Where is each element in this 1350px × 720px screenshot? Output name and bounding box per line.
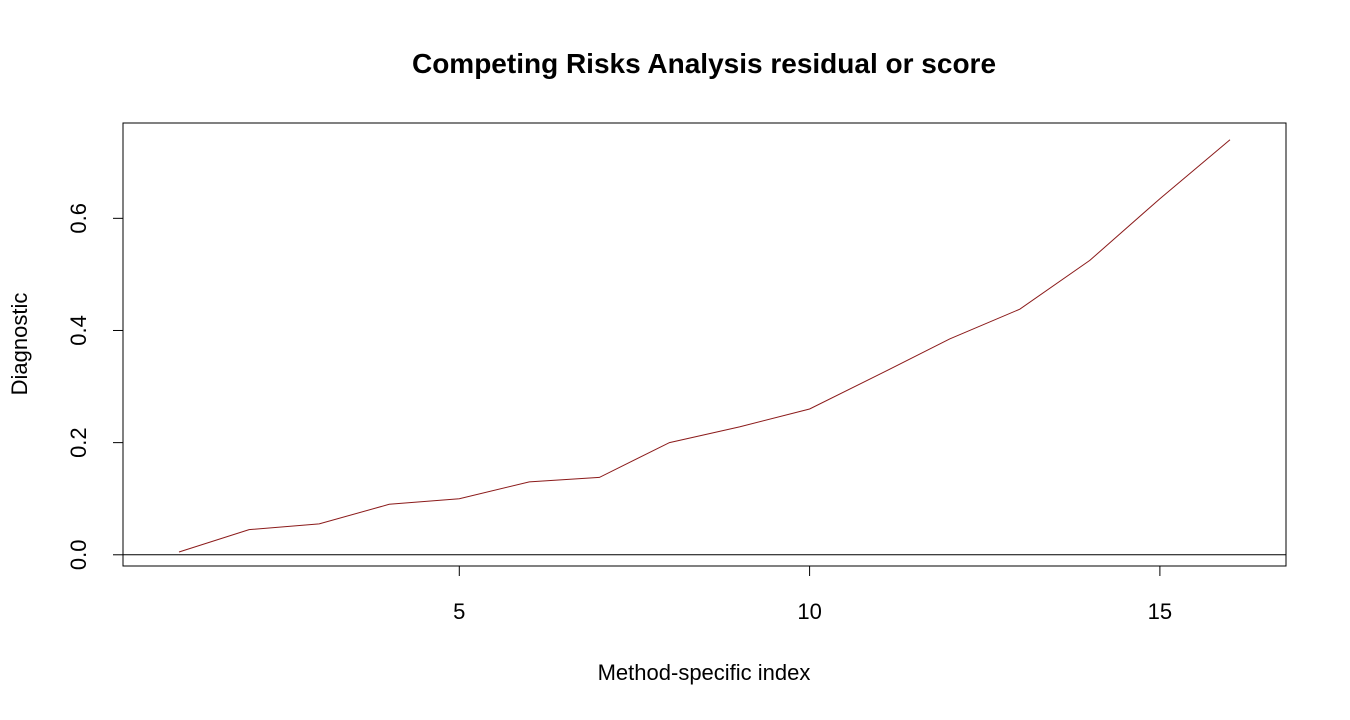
y-tick-label: 0.6 [66, 203, 91, 234]
x-axis-label: Method-specific index [598, 660, 811, 685]
x-tick-label: 10 [797, 599, 821, 624]
plot-frame [122, 122, 1287, 567]
series-line [178, 139, 1231, 553]
y-tick-label: 0.2 [66, 427, 91, 458]
y-tick-label: 0.4 [66, 315, 91, 346]
x-tick-label: 5 [453, 599, 465, 624]
x-tick-label: 15 [1148, 599, 1172, 624]
y-axis: 0.0 0.2 0.4 0.6 [66, 203, 124, 570]
chart-title: Competing Risks Analysis residual or sco… [412, 48, 996, 79]
x-axis: 5 10 15 [453, 565, 1172, 624]
y-tick-label: 0.0 [66, 539, 91, 570]
y-axis-label: Diagnostic [7, 293, 32, 396]
